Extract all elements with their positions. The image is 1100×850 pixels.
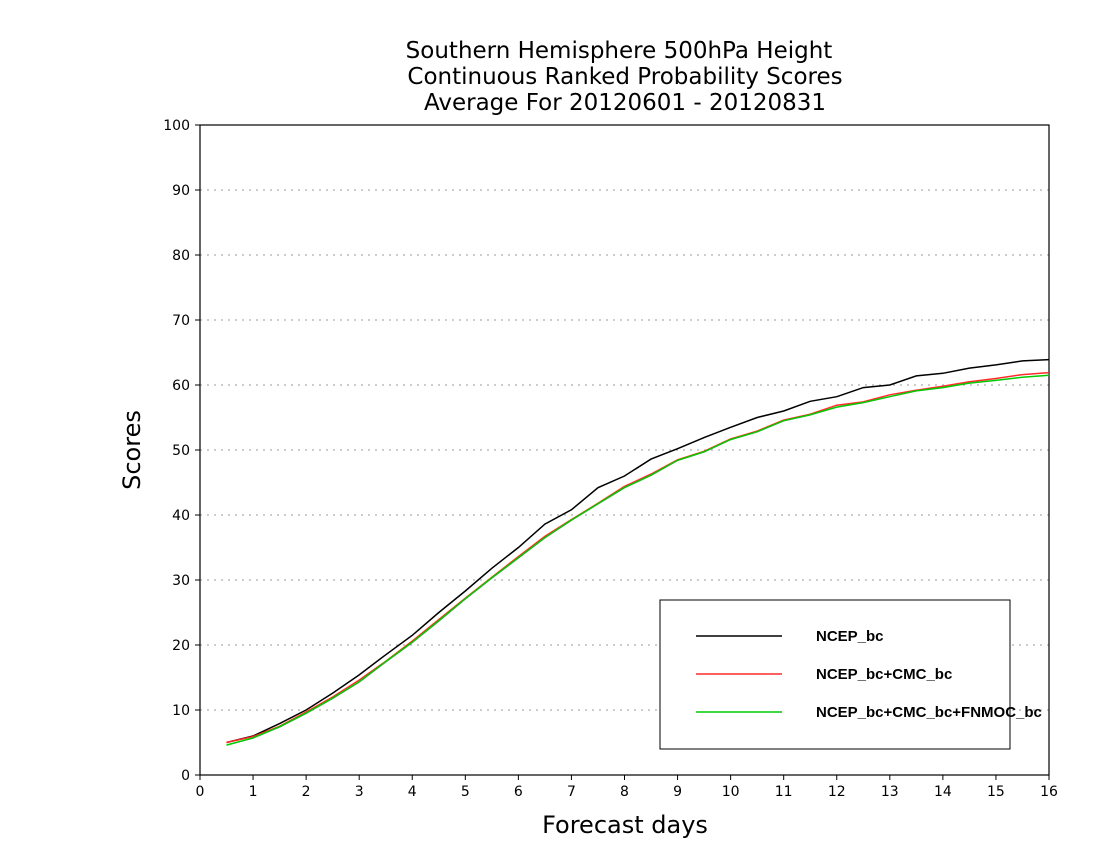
x-tick-label: 3 xyxy=(355,784,364,800)
x-tick-label: 8 xyxy=(620,784,629,800)
series-lines xyxy=(226,358,1050,746)
series-line-1 xyxy=(226,371,1050,744)
x-tick-label: 1 xyxy=(249,784,258,800)
x-tick-label: 16 xyxy=(1040,784,1058,800)
x-tick-label: 6 xyxy=(514,784,523,800)
chart-title-line1: Southern Hemisphere 500hPa Height xyxy=(406,38,833,64)
x-tick-label: 2 xyxy=(302,784,311,800)
series-line-2 xyxy=(226,374,1050,746)
legend: NCEP_bc NCEP_bc+CMC_bc NCEP_bc+CMC_bc+FNMO… xyxy=(659,599,1042,750)
y-axis: 0 10 20 30 40 50 60 70 80 90 100 xyxy=(163,118,200,784)
y-tick-label: 10 xyxy=(172,703,190,719)
x-tick-label: 12 xyxy=(828,784,846,800)
y-tick-label: 70 xyxy=(172,313,190,329)
x-axis: 0 1 2 3 4 5 6 7 8 9 10 11 12 13 14 15 16 xyxy=(196,775,1058,800)
x-tick-label: 13 xyxy=(881,784,899,800)
series-line-0 xyxy=(226,358,1050,744)
x-tick-label: 4 xyxy=(408,784,417,800)
y-axis-label: Scores xyxy=(118,410,146,490)
chart-title-line3: Average For 20120601 - 20120831 xyxy=(424,90,826,116)
y-tick-label: 90 xyxy=(172,183,190,199)
legend-label-1: NCEP_bc+CMC_bc xyxy=(816,666,952,683)
x-tick-label: 14 xyxy=(934,784,952,800)
x-tick-label: 0 xyxy=(196,784,205,800)
x-axis-label: Forecast days xyxy=(542,811,708,839)
x-tick-label: 11 xyxy=(775,784,793,800)
legend-label-2: NCEP_bc+CMC_bc+FNMOC_bc xyxy=(816,704,1042,721)
y-tick-label: 100 xyxy=(163,118,190,134)
y-tick-label: 40 xyxy=(172,508,190,524)
x-tick-label: 5 xyxy=(461,784,470,800)
x-tick-label: 10 xyxy=(722,784,740,800)
x-tick-label: 9 xyxy=(673,784,682,800)
legend-label-0: NCEP_bc xyxy=(816,628,884,645)
y-tick-label: 30 xyxy=(172,573,190,589)
y-tick-label: 20 xyxy=(172,638,190,654)
y-tick-label: 0 xyxy=(181,768,190,784)
x-tick-label: 15 xyxy=(987,784,1005,800)
chart-title-line2: Continuous Ranked Probability Scores xyxy=(407,64,842,90)
y-tick-label: 80 xyxy=(172,248,190,264)
y-tick-label: 60 xyxy=(172,378,190,394)
x-tick-label: 7 xyxy=(567,784,576,800)
y-tick-label: 50 xyxy=(172,443,190,459)
